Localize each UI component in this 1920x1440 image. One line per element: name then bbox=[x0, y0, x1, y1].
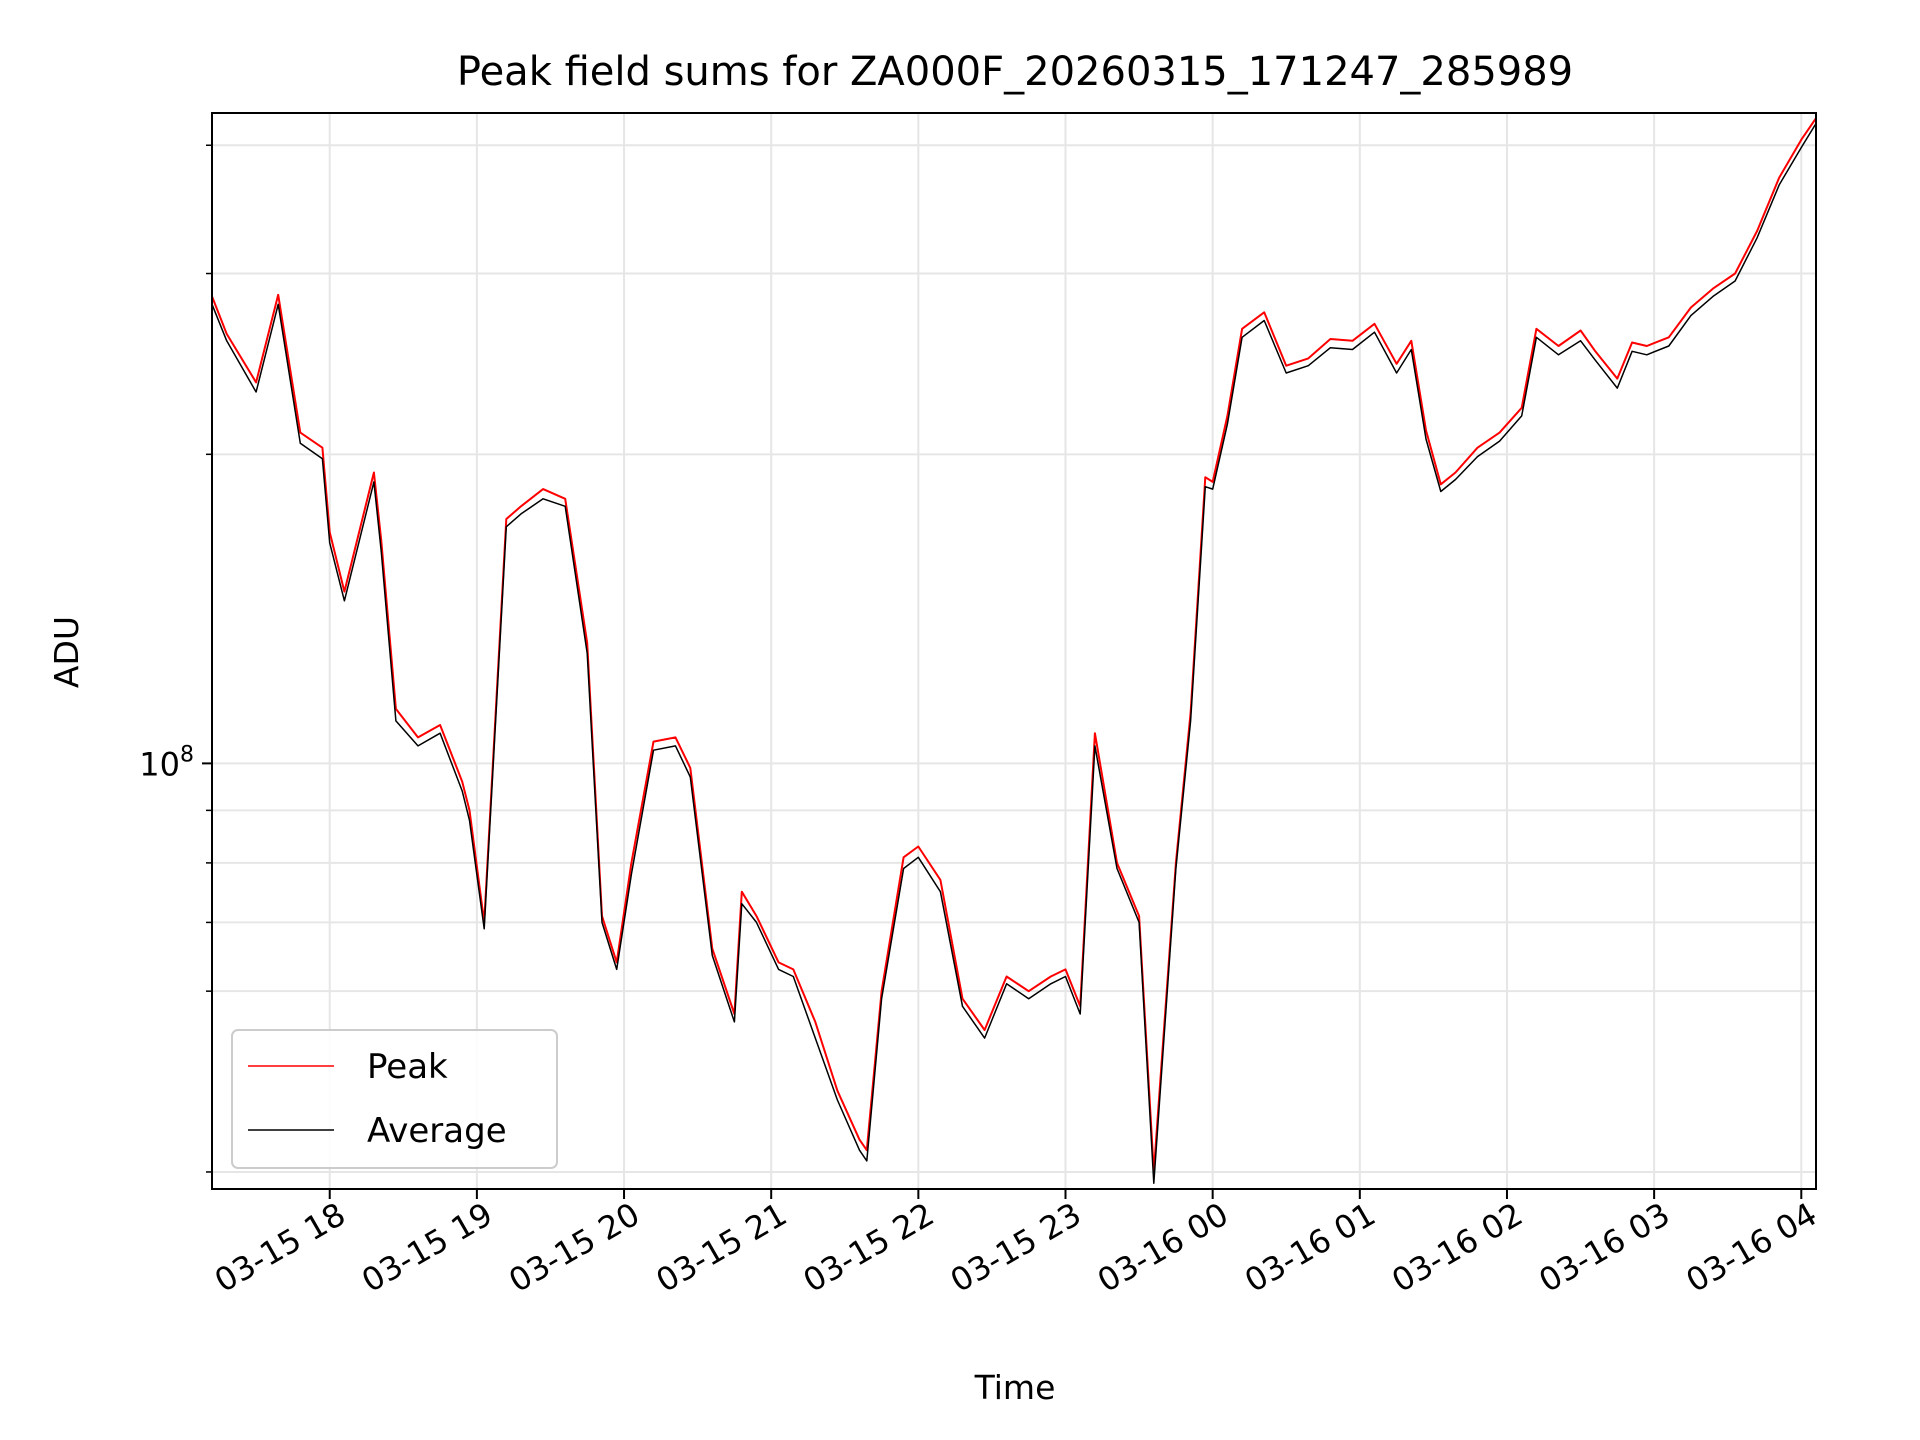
legend-peak-label: Peak bbox=[367, 1047, 448, 1087]
series-line-peak bbox=[211, 117, 1817, 1173]
y-axis: 108 bbox=[139, 144, 212, 1173]
chart-title: Peak field sums for ZA000F_20260315_1712… bbox=[457, 49, 1573, 95]
y-tick-label: 108 bbox=[139, 742, 194, 783]
series-line-average bbox=[211, 123, 1817, 1184]
plot-frame bbox=[211, 112, 1817, 1190]
grid bbox=[212, 113, 1816, 1189]
legend: Peak Average bbox=[231, 1029, 558, 1169]
legend-box bbox=[231, 1029, 558, 1169]
y-axis-label: ADU bbox=[47, 616, 86, 688]
x-axis-label: Time bbox=[974, 1368, 1056, 1407]
legend-average-label: Average bbox=[367, 1111, 507, 1151]
series-layer bbox=[211, 117, 1817, 1184]
